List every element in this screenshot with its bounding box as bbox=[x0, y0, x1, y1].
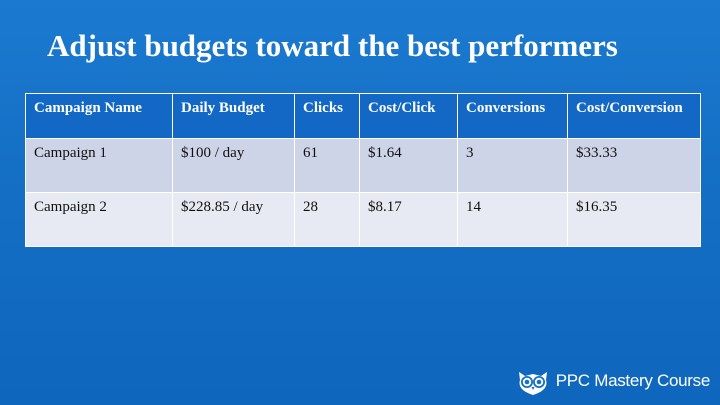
cell-cost-per-click: $1.64 bbox=[359, 138, 458, 193]
brand-logo-text: PPC Mastery Course bbox=[555, 371, 711, 390]
header-campaign-name: Campaign Name bbox=[25, 93, 173, 139]
table-row: Campaign 2 $228.85 / day 28 $8.17 14 $16… bbox=[25, 192, 701, 247]
cell-clicks: 28 bbox=[294, 192, 360, 247]
header-cost-per-click: Cost/Click bbox=[359, 93, 458, 139]
header-clicks: Clicks bbox=[294, 93, 360, 139]
cell-cost-per-conversion: $33.33 bbox=[567, 138, 701, 193]
slide-title: Adjust budgets toward the best performer… bbox=[47, 28, 618, 63]
cell-campaign-name: Campaign 2 bbox=[25, 192, 173, 247]
cell-conversions: 14 bbox=[457, 192, 568, 247]
cell-clicks: 61 bbox=[294, 138, 360, 193]
cell-cost-per-click: $8.17 bbox=[359, 192, 458, 247]
header-conversions: Conversions bbox=[457, 93, 568, 139]
cell-cost-per-conversion: $16.35 bbox=[567, 192, 701, 247]
header-daily-budget: Daily Budget bbox=[172, 93, 295, 139]
cell-daily-budget: $228.85 / day bbox=[172, 192, 295, 247]
owl-icon bbox=[518, 372, 547, 395]
header-cost-per-conversion: Cost/Conversion bbox=[567, 93, 701, 139]
cell-daily-budget: $100 / day bbox=[172, 138, 295, 193]
table-row: Campaign 1 $100 / day 61 $1.64 3 $33.33 bbox=[25, 138, 701, 193]
brand-logo: PPC Mastery Course bbox=[516, 366, 710, 396]
cell-conversions: 3 bbox=[457, 138, 568, 193]
table-header-row: Campaign Name Daily Budget Clicks Cost/C… bbox=[25, 93, 701, 139]
cell-campaign-name: Campaign 1 bbox=[25, 138, 173, 193]
campaign-table: Campaign Name Daily Budget Clicks Cost/C… bbox=[25, 93, 701, 247]
